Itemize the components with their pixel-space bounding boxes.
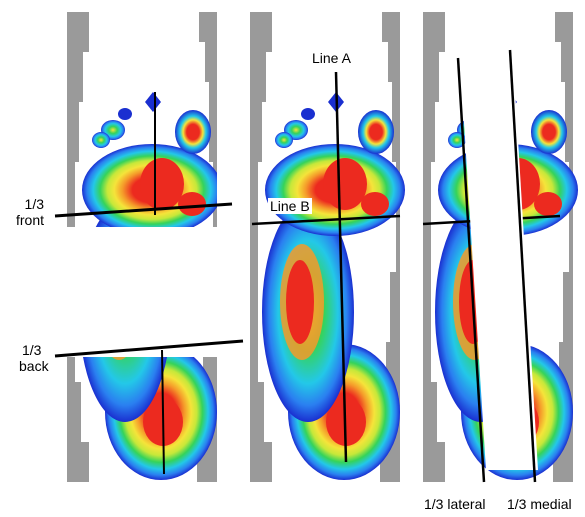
lateral-medial-band [458, 28, 538, 470]
lateral-third-label: 1/3 lateral [424, 496, 486, 512]
line-a [334, 71, 348, 463]
front-third-label: 1/3 front [16, 196, 44, 228]
line-b [251, 214, 401, 226]
front-third-label-line2: front [16, 212, 45, 228]
lateral-third-line [456, 57, 486, 483]
back-third-label-line1: 1/3 [22, 342, 42, 358]
back-third-line [54, 339, 244, 358]
back-third-label-line2: back [19, 358, 49, 374]
footprint-panel-lines-ab [250, 12, 405, 482]
front-third-line [54, 202, 233, 218]
medial-third-line [508, 49, 537, 483]
back-third-label: 1/3 back [19, 342, 49, 374]
line-a-label: Line A [310, 50, 353, 66]
footprint-panel-front-back [67, 12, 217, 482]
line-b-label: Line B [268, 198, 312, 214]
medial-third-label: 1/3 medial [507, 496, 572, 512]
front-third-label-line1: 1/3 [24, 196, 45, 212]
center-line-back [161, 349, 165, 475]
